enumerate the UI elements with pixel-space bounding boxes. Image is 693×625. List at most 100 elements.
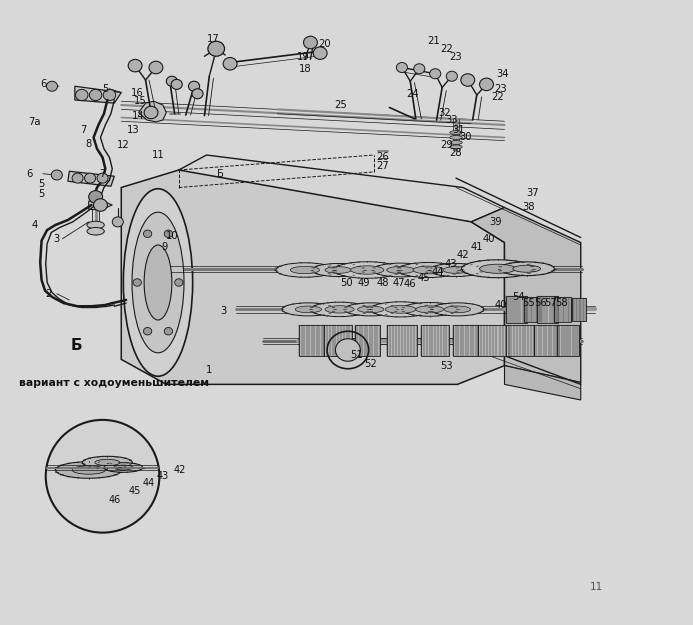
Polygon shape (68, 171, 114, 186)
Ellipse shape (351, 266, 384, 274)
Bar (506, 325, 534, 356)
Ellipse shape (385, 306, 416, 313)
Ellipse shape (114, 465, 133, 470)
Text: 34: 34 (496, 69, 509, 79)
Text: 26: 26 (376, 152, 389, 162)
Ellipse shape (413, 266, 444, 274)
Text: 8: 8 (85, 139, 92, 149)
Text: 43: 43 (444, 259, 457, 269)
Ellipse shape (87, 228, 105, 235)
Text: 24: 24 (406, 89, 419, 99)
Ellipse shape (325, 306, 354, 313)
Circle shape (85, 173, 96, 183)
Text: 7: 7 (99, 169, 106, 179)
Circle shape (149, 61, 163, 74)
Text: 5: 5 (38, 179, 45, 189)
Bar (524, 297, 541, 322)
Text: 25: 25 (335, 100, 347, 110)
Text: 11: 11 (152, 150, 164, 160)
Bar (387, 325, 417, 356)
Text: 5: 5 (102, 84, 109, 94)
Polygon shape (471, 208, 581, 382)
Ellipse shape (431, 303, 484, 316)
Circle shape (192, 89, 203, 99)
Circle shape (97, 173, 108, 183)
Text: 20: 20 (318, 39, 331, 49)
Text: 23: 23 (494, 84, 507, 94)
Ellipse shape (450, 136, 462, 139)
Text: 18: 18 (299, 64, 311, 74)
Ellipse shape (276, 262, 334, 278)
Circle shape (396, 62, 407, 72)
Circle shape (112, 217, 123, 227)
Bar (421, 325, 449, 356)
Ellipse shape (450, 131, 462, 134)
Text: Б: Б (217, 169, 224, 179)
Text: 10: 10 (166, 231, 178, 241)
Ellipse shape (430, 264, 482, 276)
Text: 31: 31 (453, 125, 465, 135)
Text: 19: 19 (297, 52, 310, 62)
Ellipse shape (450, 141, 462, 144)
Text: 2: 2 (45, 289, 52, 299)
Circle shape (480, 78, 493, 91)
Circle shape (188, 81, 200, 91)
Text: 41: 41 (471, 242, 483, 252)
Circle shape (414, 64, 425, 74)
Bar (506, 296, 527, 323)
Text: 21: 21 (427, 36, 439, 46)
Ellipse shape (132, 212, 184, 352)
Ellipse shape (72, 466, 105, 474)
Text: 37: 37 (526, 188, 538, 198)
Polygon shape (121, 170, 505, 384)
Ellipse shape (55, 462, 122, 478)
Text: 50: 50 (340, 278, 353, 288)
Circle shape (313, 47, 327, 59)
Bar (355, 325, 380, 356)
Text: 23: 23 (450, 52, 462, 62)
Bar (453, 325, 478, 356)
Text: 30: 30 (459, 132, 472, 142)
Text: 6: 6 (26, 169, 33, 179)
Ellipse shape (290, 266, 319, 274)
Circle shape (446, 71, 457, 81)
Text: 42: 42 (174, 465, 186, 475)
Ellipse shape (295, 306, 322, 312)
Text: 43: 43 (157, 471, 169, 481)
Text: 1: 1 (206, 365, 213, 375)
Text: 22: 22 (441, 44, 453, 54)
Ellipse shape (513, 265, 541, 272)
Ellipse shape (123, 189, 193, 376)
Circle shape (144, 106, 158, 119)
Ellipse shape (450, 145, 462, 149)
Text: 45: 45 (129, 486, 141, 496)
Ellipse shape (325, 267, 351, 273)
Ellipse shape (398, 262, 459, 278)
Circle shape (128, 59, 142, 72)
Text: 12: 12 (117, 140, 130, 150)
Circle shape (335, 339, 360, 361)
Text: 7: 7 (80, 125, 87, 135)
Circle shape (143, 328, 152, 335)
Ellipse shape (87, 221, 105, 229)
Text: 14: 14 (132, 111, 145, 121)
Ellipse shape (444, 306, 471, 312)
Ellipse shape (387, 266, 414, 274)
Ellipse shape (310, 302, 369, 317)
Polygon shape (89, 200, 112, 210)
Text: 9: 9 (161, 242, 168, 252)
Circle shape (51, 170, 62, 180)
Text: 5: 5 (38, 189, 45, 199)
Text: 27: 27 (376, 161, 389, 171)
Text: 39: 39 (489, 217, 502, 227)
Polygon shape (505, 366, 581, 400)
Circle shape (133, 279, 141, 286)
Text: 52: 52 (365, 359, 377, 369)
Ellipse shape (373, 263, 428, 277)
Text: 47: 47 (392, 278, 405, 288)
Bar (557, 325, 579, 356)
Circle shape (76, 89, 88, 101)
Text: 16: 16 (131, 88, 143, 98)
Text: 53: 53 (441, 361, 453, 371)
Ellipse shape (334, 262, 401, 278)
